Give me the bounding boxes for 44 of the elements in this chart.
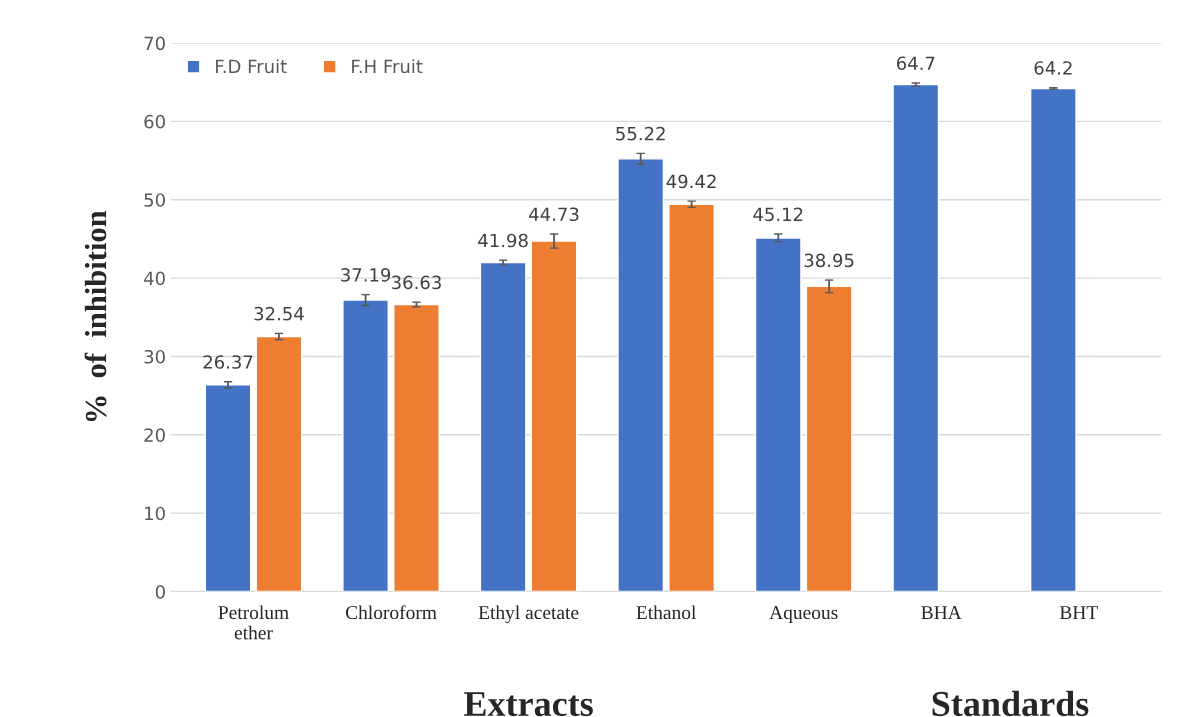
y-tick-label: 60 <box>144 114 165 129</box>
y-tick-label: 0 <box>155 584 165 599</box>
bar <box>892 83 940 592</box>
x-tick-label: Chloroform <box>345 605 437 620</box>
bar <box>393 303 440 592</box>
data-label: 49.42 <box>666 174 716 189</box>
x-tick-label: BHT <box>1059 606 1098 619</box>
bar <box>479 261 527 592</box>
y-tick-label: 30 <box>144 349 165 364</box>
bar <box>805 285 853 592</box>
bar <box>668 203 715 592</box>
data-label: 41.98 <box>478 233 528 248</box>
bar <box>255 335 303 592</box>
x-tick-label: Petrolum ether <box>218 605 289 640</box>
data-label: 26.37 <box>203 355 253 369</box>
text: Standards <box>932 690 1089 717</box>
data-label: 55.22 <box>616 126 665 141</box>
data-label: 36.63 <box>392 275 441 290</box>
y-tick-label: 20 <box>144 428 165 442</box>
x-tick-label: BHA <box>921 606 962 619</box>
data-label: 64.7 <box>896 56 935 71</box>
bar <box>530 240 578 592</box>
data-label: 37.19 <box>341 268 391 282</box>
y-axis-title: % of inhibition <box>84 210 107 422</box>
legend-label: F.H Fruit <box>352 59 423 74</box>
y-tick-label: 10 <box>145 506 165 521</box>
x-tick-label: Aqueous <box>769 606 838 624</box>
y-tick-label: 40 <box>144 271 165 286</box>
bar <box>204 384 252 592</box>
x-tick-label: Ethyl acetate <box>478 605 579 624</box>
data-label: 45.12 <box>753 207 803 222</box>
y-tick-label: 70 <box>144 36 165 51</box>
data-label: 64.2 <box>1034 61 1072 75</box>
x-tick-label: Ethanol <box>636 605 696 620</box>
data-label: 32.54 <box>254 306 304 321</box>
bar <box>754 237 802 592</box>
bar <box>342 299 389 592</box>
bar <box>617 158 665 592</box>
legend-label: F.D Fruit <box>216 59 287 74</box>
y-tick-label: 50 <box>144 193 165 207</box>
data-label: 44.73 <box>529 207 579 222</box>
data-label: 38.95 <box>804 253 854 268</box>
bar <box>1029 87 1077 592</box>
text: Extracts <box>464 692 593 717</box>
